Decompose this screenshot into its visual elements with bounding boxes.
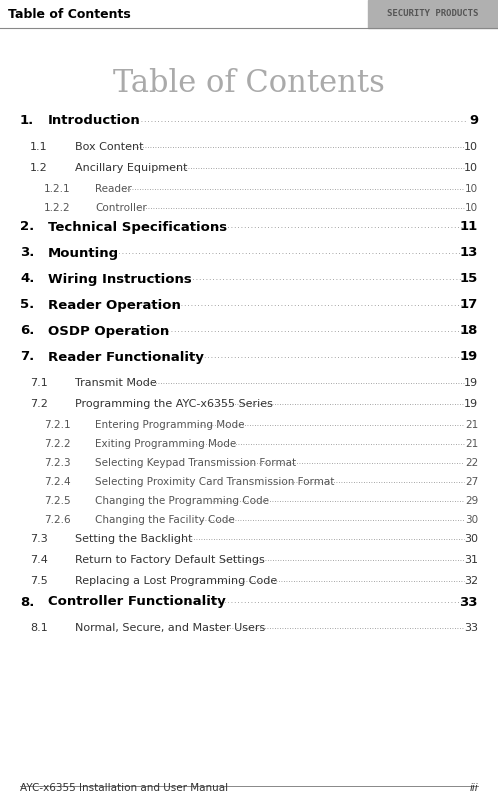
Text: 21: 21 bbox=[465, 439, 478, 449]
Text: 13: 13 bbox=[460, 246, 478, 259]
Text: 9: 9 bbox=[469, 115, 478, 128]
Text: 31: 31 bbox=[464, 555, 478, 565]
Text: 2.: 2. bbox=[20, 221, 34, 234]
Text: 10: 10 bbox=[464, 142, 478, 152]
Text: 10: 10 bbox=[465, 184, 478, 194]
Text: 1.2: 1.2 bbox=[30, 163, 48, 173]
Text: Exiting Programming Mode: Exiting Programming Mode bbox=[95, 439, 236, 449]
Bar bbox=[0, 0, 498, 28]
Text: 32: 32 bbox=[464, 576, 478, 586]
Text: Programming the AYC-x6355 Series: Programming the AYC-x6355 Series bbox=[75, 399, 273, 409]
Text: Entering Programming Mode: Entering Programming Mode bbox=[95, 420, 245, 430]
Text: 11: 11 bbox=[460, 221, 478, 234]
Text: 5.: 5. bbox=[20, 298, 34, 312]
Text: Technical Specifications: Technical Specifications bbox=[48, 221, 227, 234]
Text: Box Content: Box Content bbox=[75, 142, 143, 152]
Text: Controller: Controller bbox=[95, 203, 147, 213]
Text: Reader Functionality: Reader Functionality bbox=[48, 351, 204, 364]
Text: 4.: 4. bbox=[20, 272, 34, 285]
Text: 18: 18 bbox=[460, 325, 478, 338]
Text: Changing the Facility Code: Changing the Facility Code bbox=[95, 515, 235, 525]
Text: Selecting Keypad Transmission Format: Selecting Keypad Transmission Format bbox=[95, 458, 296, 468]
Text: SECURITY PRODUCTS: SECURITY PRODUCTS bbox=[387, 10, 479, 19]
Text: 7.4: 7.4 bbox=[30, 555, 48, 565]
Text: 33: 33 bbox=[464, 623, 478, 633]
Text: 17: 17 bbox=[460, 298, 478, 312]
Text: 30: 30 bbox=[464, 534, 478, 544]
Text: 29: 29 bbox=[465, 496, 478, 506]
Text: 27: 27 bbox=[465, 477, 478, 487]
Text: AYC-x6355 Installation and User Manual: AYC-x6355 Installation and User Manual bbox=[20, 783, 228, 793]
Text: 3.: 3. bbox=[20, 246, 34, 259]
Text: 8.: 8. bbox=[20, 595, 34, 608]
Text: 7.1: 7.1 bbox=[30, 378, 48, 388]
Text: 15: 15 bbox=[460, 272, 478, 285]
Text: 8.1: 8.1 bbox=[30, 623, 48, 633]
Text: Setting the Backlight: Setting the Backlight bbox=[75, 534, 193, 544]
Text: Changing the Programming Code: Changing the Programming Code bbox=[95, 496, 269, 506]
Text: 21: 21 bbox=[465, 420, 478, 430]
Text: Transmit Mode: Transmit Mode bbox=[75, 378, 157, 388]
Text: 7.2.3: 7.2.3 bbox=[44, 458, 71, 468]
Text: 22: 22 bbox=[465, 458, 478, 468]
Text: Wiring Instructions: Wiring Instructions bbox=[48, 272, 192, 285]
Text: 1.2.2: 1.2.2 bbox=[44, 203, 71, 213]
Text: 7.: 7. bbox=[20, 351, 34, 364]
Text: 30: 30 bbox=[465, 515, 478, 525]
Text: 7.2.4: 7.2.4 bbox=[44, 477, 71, 487]
Text: 6.: 6. bbox=[20, 325, 34, 338]
Text: 19: 19 bbox=[464, 399, 478, 409]
Text: Normal, Secure, and Master Users: Normal, Secure, and Master Users bbox=[75, 623, 265, 633]
Text: iii: iii bbox=[470, 783, 478, 793]
Bar bbox=[368, 0, 498, 28]
Text: Ancillary Equipment: Ancillary Equipment bbox=[75, 163, 188, 173]
Text: 7.2.6: 7.2.6 bbox=[44, 515, 71, 525]
Text: 19: 19 bbox=[460, 351, 478, 364]
Text: Introduction: Introduction bbox=[48, 115, 141, 128]
Text: OSDP Operation: OSDP Operation bbox=[48, 325, 169, 338]
Text: 1.: 1. bbox=[20, 115, 34, 128]
Text: Table of Contents: Table of Contents bbox=[113, 68, 385, 99]
Text: 33: 33 bbox=[460, 595, 478, 608]
Text: 1.2.1: 1.2.1 bbox=[44, 184, 71, 194]
Text: 7.2.1: 7.2.1 bbox=[44, 420, 71, 430]
Text: Return to Factory Default Settings: Return to Factory Default Settings bbox=[75, 555, 265, 565]
Text: 19: 19 bbox=[464, 378, 478, 388]
Text: 7.2: 7.2 bbox=[30, 399, 48, 409]
Text: 10: 10 bbox=[465, 203, 478, 213]
Text: Reader Operation: Reader Operation bbox=[48, 298, 181, 312]
Text: Reader: Reader bbox=[95, 184, 132, 194]
Text: 7.2.5: 7.2.5 bbox=[44, 496, 71, 506]
Text: Selecting Proximity Card Transmission Format: Selecting Proximity Card Transmission Fo… bbox=[95, 477, 334, 487]
Text: 1.1: 1.1 bbox=[30, 142, 48, 152]
Text: Table of Contents: Table of Contents bbox=[8, 7, 131, 20]
Text: 10: 10 bbox=[464, 163, 478, 173]
Text: Replacing a Lost Programming Code: Replacing a Lost Programming Code bbox=[75, 576, 277, 586]
Text: 7.2.2: 7.2.2 bbox=[44, 439, 71, 449]
Text: Controller Functionality: Controller Functionality bbox=[48, 595, 226, 608]
Text: Mounting: Mounting bbox=[48, 246, 119, 259]
Text: 7.3: 7.3 bbox=[30, 534, 48, 544]
Text: 7.5: 7.5 bbox=[30, 576, 48, 586]
